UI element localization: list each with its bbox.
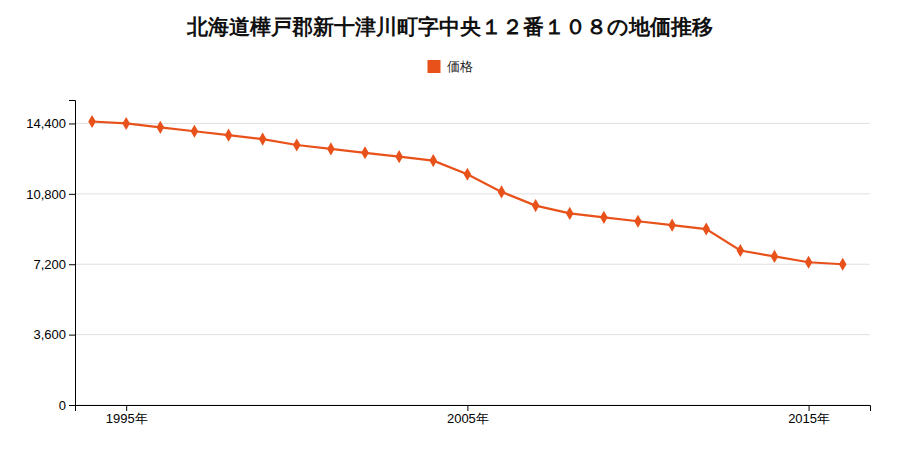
marker [88,115,96,128]
marker [702,222,710,235]
marker [327,142,335,155]
marker [464,168,472,181]
x-tick-label: 2015年 [788,411,830,426]
y-tick-mark [69,264,75,265]
x-tick-label: 2005年 [447,411,489,426]
x-tick-label: 1995年 [106,411,148,426]
legend-item: 価格 [428,59,473,74]
marker [293,138,301,151]
x-tick: 2015年 [788,405,830,426]
x-tick: 1995年 [106,405,148,426]
y-tick-mark [69,405,75,406]
marker [839,258,847,271]
grid-line [75,264,870,265]
marker [737,244,745,257]
grid-line [75,193,870,194]
marker [395,150,403,163]
marker [225,129,233,142]
x-tick-mark [126,405,127,411]
y-tick-mark [69,123,75,124]
line [92,122,843,265]
x-tick: 2005年 [447,405,489,426]
marker [429,154,437,167]
marker [634,215,642,228]
y-tick-label: 7,200 [33,257,66,272]
y-axis-line [69,101,76,406]
y-tick-label: 14,400 [26,116,66,131]
x-tick-mark [809,405,810,411]
marker [498,185,506,198]
marker [805,256,813,269]
plot: 1995年 2005年 2015年 0 3,600 7,200 10,800 14,400 [26,101,870,427]
grid-line [75,334,870,335]
y-tick-mark [69,335,75,336]
x-axis: 1995年 2005年 2015年 [76,405,871,426]
x-tick-mark [467,405,468,411]
y-tick: 7,200 [33,257,75,272]
y-tick-mark [69,194,75,195]
marker [361,146,369,159]
y-tick: 10,800 [26,187,75,202]
marks [88,115,846,271]
marker [122,117,130,130]
marker [532,199,540,212]
y-tick-label: 3,600 [33,327,66,342]
y-tick: 0 [59,398,75,413]
marker [259,133,267,146]
marker [771,250,779,263]
y-tick-label: 0 [59,398,66,413]
y-tick: 14,400 [26,116,75,131]
y-tick-label: 10,800 [26,187,66,202]
grid [75,123,870,405]
grid-line [75,123,870,124]
chart: 北海道樺戸郡新十津川町字中央１２番１０８の地価推移 1995年 2005年 2015年… [0,0,900,450]
marker [157,121,165,134]
marker [600,211,608,224]
legend-label: 価格 [447,59,473,74]
y-axis: 0 3,600 7,200 10,800 14,400 [26,101,75,413]
marker [668,219,676,232]
legend: 価格 [428,59,473,74]
y-tick: 3,600 [33,327,75,342]
title: 北海道樺戸郡新十津川町字中央１２番１０８の地価推移 [186,15,713,39]
marker [566,207,574,220]
marker [191,125,199,138]
x-axis-line [76,406,871,412]
legend-swatch [428,60,441,73]
